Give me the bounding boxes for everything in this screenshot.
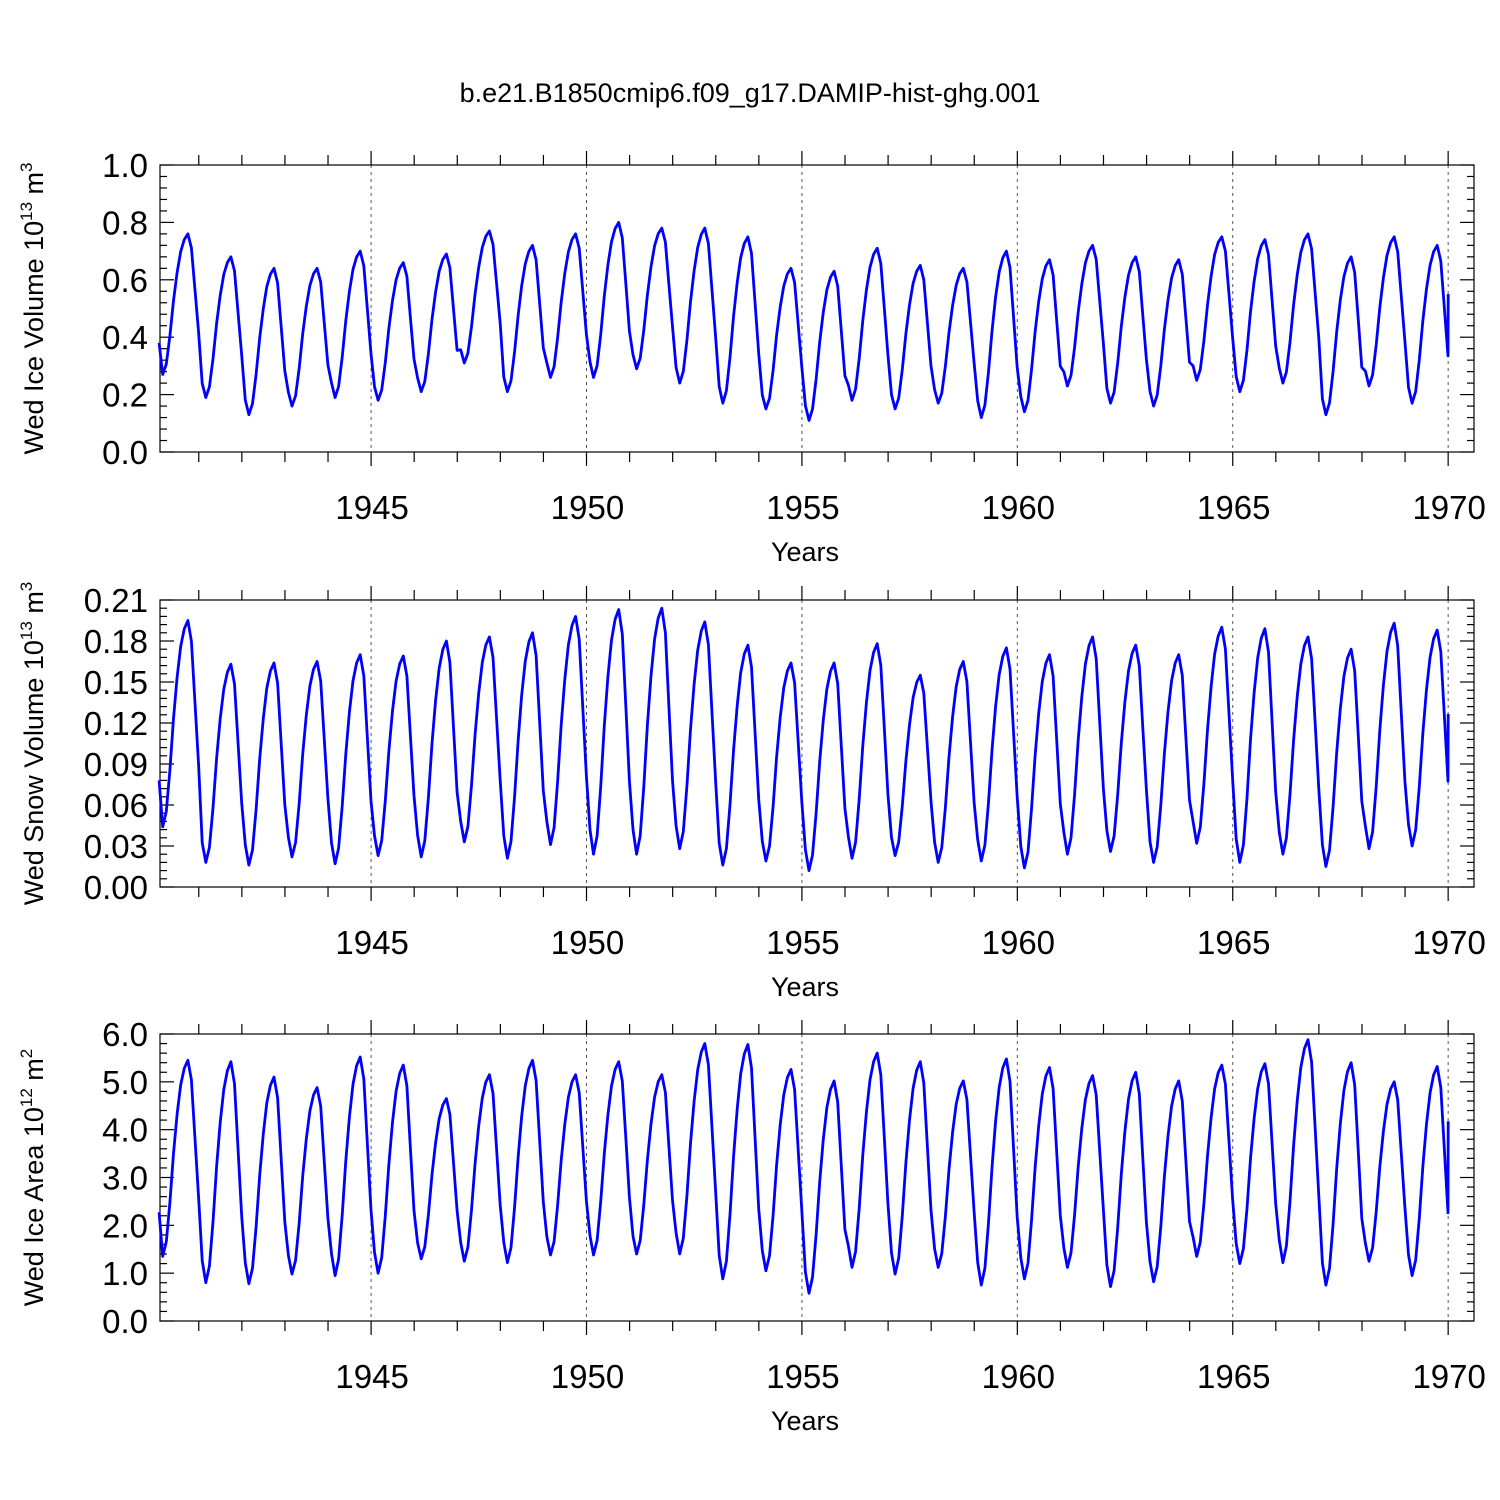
xtick-label: 1965	[1197, 1358, 1270, 1395]
x-axis-label: Years	[771, 972, 839, 1002]
xtick-label: 1955	[766, 1358, 839, 1395]
x-axis-label: Years	[771, 537, 839, 567]
y-axis-label: Wed Ice Volume 1013 m3	[17, 162, 49, 454]
xtick-label: 1950	[551, 1358, 624, 1395]
x-axis-label: Years	[771, 1406, 839, 1436]
ytick-label: 0.09	[84, 746, 148, 783]
xtick-label: 1955	[766, 924, 839, 961]
xtick-label: 1950	[551, 489, 624, 526]
ytick-label: 0.2	[102, 377, 148, 414]
ytick-label: 0.0	[102, 1303, 148, 1340]
plot-frame	[159, 164, 1475, 453]
panel-ice-volume: 0.0 0.2 0.4 0.6 0.8 1.0 1945 1950 1955 1960 1965 19…	[17, 147, 1486, 567]
series-line-ice-area	[157, 1038, 1450, 1295]
series-line-ice-volume	[157, 221, 1450, 422]
ytick-label: 1.0	[102, 147, 148, 184]
panel-ice-area: 0.0 1.0 2.0 3.0 4.0 5.0 6.0 1945 1950 1955 1960 196…	[17, 1016, 1486, 1436]
ytick-label: 6.0	[102, 1016, 148, 1053]
ytick-label: 1.0	[102, 1255, 148, 1292]
ytick-label: 0.8	[102, 204, 148, 241]
xtick-label: 1950	[551, 924, 624, 961]
ytick-label: 0.21	[84, 582, 148, 619]
ytick-label: 5.0	[102, 1064, 148, 1101]
ytick-label: 0.18	[84, 623, 148, 660]
xtick-label: 1960	[982, 924, 1055, 961]
xtick-label: 1945	[335, 924, 408, 961]
series-line-snow-volume	[157, 606, 1450, 872]
xtick-label: 1960	[982, 489, 1055, 526]
plot-frame	[159, 1033, 1475, 1322]
ytick-label: 0.00	[84, 869, 148, 906]
xtick-label: 1955	[766, 489, 839, 526]
xtick-label: 1970	[1412, 924, 1485, 961]
ytick-label: 2.0	[102, 1207, 148, 1244]
xtick-label: 1965	[1197, 489, 1270, 526]
ytick-label: 0.06	[84, 787, 148, 824]
xtick-label: 1970	[1412, 489, 1485, 526]
ytick-label: 0.0	[102, 434, 148, 471]
xtick-label: 1945	[335, 489, 408, 526]
ytick-label: 4.0	[102, 1112, 148, 1149]
y-axis-label: Wed Snow Volume 1013 m3	[17, 582, 49, 906]
ytick-label: 0.4	[102, 319, 148, 356]
chart-title: b.e21.B1850cmip6.f09_g17.DAMIP-hist-ghg.…	[460, 78, 1041, 108]
ytick-label: 0.03	[84, 828, 148, 865]
panel-snow-volume: 0.00 0.03 0.06 0.09 0.12 0.15 0.18 0.21 1945 1950…	[17, 582, 1486, 1002]
xtick-label: 1960	[982, 1358, 1055, 1395]
ytick-label: 3.0	[102, 1160, 148, 1197]
xtick-label: 1945	[335, 1358, 408, 1395]
ytick-label: 0.12	[84, 705, 148, 742]
ytick-label: 0.6	[102, 262, 148, 299]
xtick-label: 1970	[1412, 1358, 1485, 1395]
ytick-label: 0.15	[84, 664, 148, 701]
plot-frame	[159, 599, 1475, 888]
y-axis-label: Wed Ice Area 1012 m2	[17, 1049, 49, 1307]
xtick-label: 1965	[1197, 924, 1270, 961]
